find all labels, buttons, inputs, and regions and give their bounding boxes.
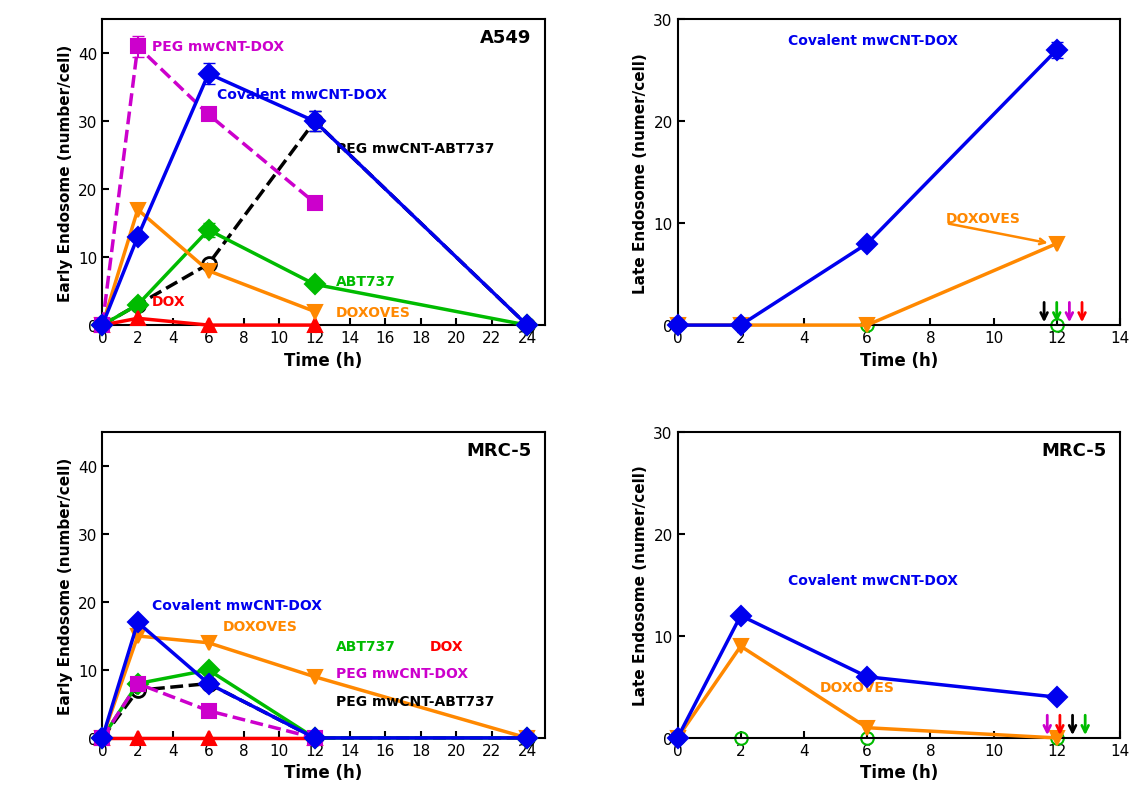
Text: Covalent mwCNT-DOX: Covalent mwCNT-DOX [788,33,958,48]
Y-axis label: Late Endosome (numer/cell): Late Endosome (numer/cell) [632,53,648,294]
X-axis label: Time (h): Time (h) [284,351,363,369]
Text: DOXOVES: DOXOVES [946,212,1021,225]
Text: Covalent mwCNT-DOX: Covalent mwCNT-DOX [788,573,958,587]
X-axis label: Time (h): Time (h) [860,763,938,781]
Text: PEG mwCNT-DOX: PEG mwCNT-DOX [335,667,468,680]
Text: Covalent mwCNT-DOX: Covalent mwCNT-DOX [152,599,322,612]
X-axis label: Time (h): Time (h) [860,351,938,369]
Y-axis label: Late Endosome (numer/cell): Late Endosome (numer/cell) [632,465,648,706]
Text: DOXOVES: DOXOVES [335,305,410,319]
X-axis label: Time (h): Time (h) [284,763,363,781]
Text: DOX: DOX [152,295,185,309]
Text: DOX: DOX [430,639,464,654]
Text: PEG mwCNT-ABT737: PEG mwCNT-ABT737 [335,693,495,708]
Text: MRC-5: MRC-5 [1041,442,1106,460]
Text: DOXOVES: DOXOVES [820,680,895,694]
Y-axis label: Early Endosome (number/cell): Early Endosome (number/cell) [58,457,73,714]
Text: PEG mwCNT-ABT737: PEG mwCNT-ABT737 [335,142,495,157]
Text: PEG mwCNT-DOX: PEG mwCNT-DOX [152,41,284,54]
Text: A549: A549 [480,29,531,47]
Text: DOXOVES: DOXOVES [223,619,298,633]
Text: MRC-5: MRC-5 [466,442,531,460]
Y-axis label: Early Endosome (number/cell): Early Endosome (number/cell) [58,45,73,302]
Text: Covalent mwCNT-DOX: Covalent mwCNT-DOX [217,88,388,102]
Text: ABT737: ABT737 [335,639,396,654]
Text: ABT737: ABT737 [335,275,396,289]
